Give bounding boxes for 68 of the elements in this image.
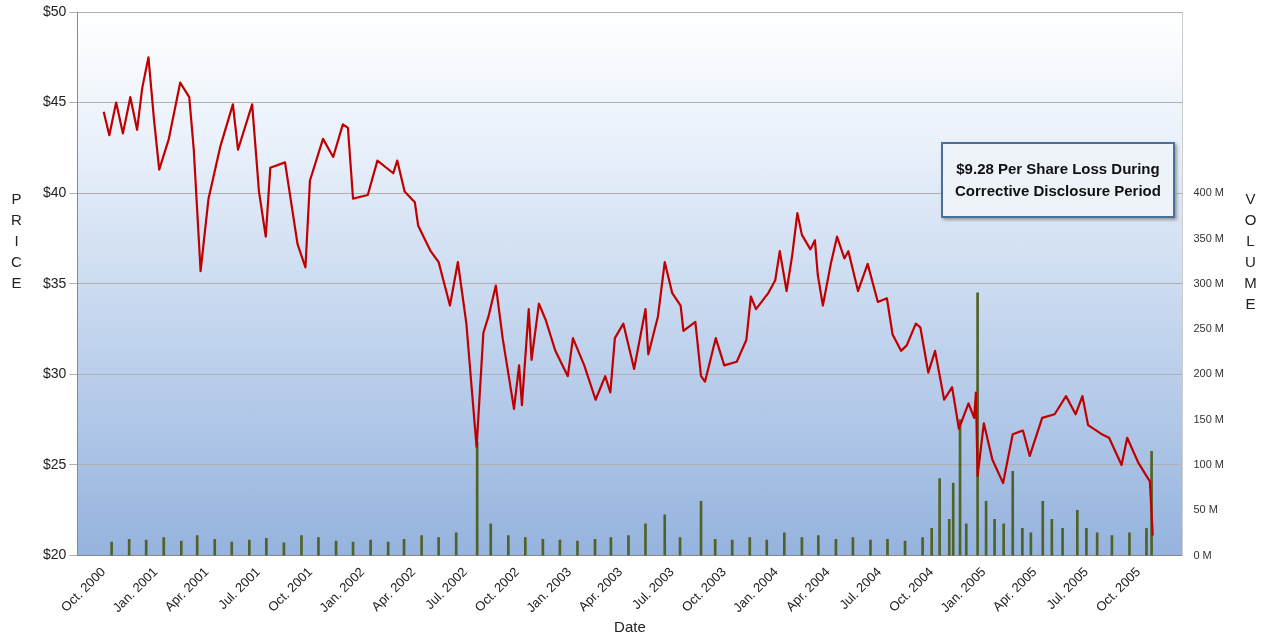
bar xyxy=(1095,532,1099,556)
bar xyxy=(1021,528,1024,556)
bar xyxy=(1076,509,1079,556)
bar xyxy=(938,478,941,556)
bar xyxy=(437,537,440,556)
y2-tick-label: 50 M xyxy=(1193,503,1218,516)
bar xyxy=(663,514,667,556)
bar xyxy=(783,532,786,556)
bar xyxy=(1128,532,1131,556)
bar xyxy=(110,541,113,556)
bar xyxy=(993,519,996,556)
y2-tick-label: 300 M xyxy=(1193,276,1225,289)
bar xyxy=(300,535,303,556)
bar xyxy=(644,523,647,556)
bar xyxy=(265,538,268,556)
y-tick-label: $25 xyxy=(43,455,67,472)
bar xyxy=(247,539,251,556)
bar xyxy=(921,537,924,556)
bar xyxy=(1145,528,1148,556)
bar xyxy=(627,535,630,556)
bar xyxy=(162,537,166,556)
bar xyxy=(930,528,934,556)
y-axis-title: PRICE xyxy=(8,190,25,295)
y2-tick-label: 400 M xyxy=(1193,186,1225,199)
y2-tick-label: 150 M xyxy=(1193,412,1225,425)
bar xyxy=(576,540,579,556)
bar xyxy=(317,537,320,556)
bar xyxy=(1041,500,1045,556)
bar xyxy=(748,537,752,556)
bar xyxy=(869,539,872,556)
bar xyxy=(179,540,183,556)
bar xyxy=(507,535,510,556)
y2-tick-label: 250 M xyxy=(1193,322,1225,335)
bar xyxy=(1085,528,1088,556)
x-axis-title: Date xyxy=(614,618,646,636)
bar xyxy=(1061,528,1064,556)
bar xyxy=(964,523,968,556)
bar xyxy=(369,539,372,556)
y-tick-label: $35 xyxy=(43,274,67,291)
bar xyxy=(195,535,199,556)
bar xyxy=(489,523,493,556)
y-tick-label: $45 xyxy=(43,93,67,110)
bar xyxy=(420,535,423,556)
bar xyxy=(144,539,148,556)
y2-axis-title: VOLUME xyxy=(1242,190,1259,316)
bar xyxy=(765,539,769,556)
y2-tick-label: 100 M xyxy=(1193,458,1225,471)
bar xyxy=(127,538,131,556)
bar xyxy=(886,538,889,556)
bar xyxy=(230,541,234,556)
y2-tick-label: 200 M xyxy=(1193,367,1225,380)
bar xyxy=(817,535,820,556)
bar xyxy=(951,482,955,556)
y-tick-label: $40 xyxy=(43,184,67,201)
y-tick-label: $50 xyxy=(43,2,67,19)
bar xyxy=(213,538,217,556)
bar xyxy=(524,537,527,556)
y-tick-label: $20 xyxy=(43,546,67,563)
bar xyxy=(386,541,390,556)
y2-tick-label: 0 M xyxy=(1193,548,1212,561)
y-tick-label: $30 xyxy=(43,365,67,382)
bar xyxy=(1002,523,1005,556)
callout-box: $9.28 Per Share Loss During Corrective Disclosure Period xyxy=(941,142,1175,218)
bar xyxy=(1011,471,1015,556)
bar xyxy=(713,538,717,556)
bar xyxy=(454,532,458,556)
bar xyxy=(730,539,734,556)
y2-tick-label: 350 M xyxy=(1193,231,1225,244)
